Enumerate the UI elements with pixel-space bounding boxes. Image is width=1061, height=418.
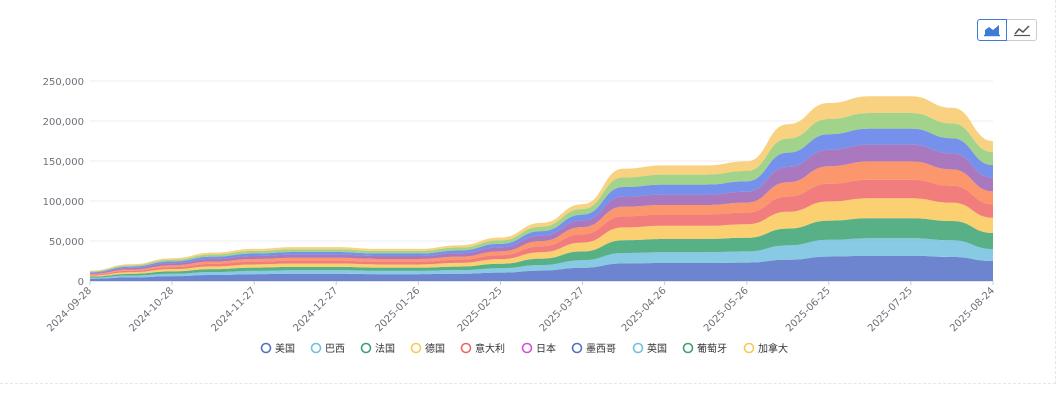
x-tick-label: 2025-06-25 — [784, 285, 833, 334]
legend-label: 法国 — [375, 342, 395, 355]
y-tick-label: 100,000 — [43, 197, 84, 208]
x-axis: 2024-09-28 2024-10-28 2024-11-27 2024-12-27… — [45, 281, 997, 334]
x-tick-label: 2025-04-26 — [620, 285, 669, 334]
x-tick-label: 2025-02-25 — [456, 285, 505, 334]
legend-label: 英国 — [647, 342, 667, 355]
area-chart-icon — [984, 25, 1000, 37]
area-series-band — [90, 198, 993, 277]
legend-item[interactable]: 日本 — [521, 342, 557, 355]
legend-item[interactable]: 加拿大 — [743, 342, 789, 355]
stacked-area-chart: 0 50,000 100,000 150,000 200,000 250,000 2024… — [43, 77, 997, 355]
area-series-band — [90, 161, 993, 275]
legend-marker — [310, 342, 322, 354]
legend-marker — [460, 342, 472, 354]
legend-marker — [360, 342, 372, 354]
x-tick-label: 2025-07-25 — [866, 285, 915, 334]
legend-label: 葡萄牙 — [697, 342, 727, 355]
x-tick-label: 2024-09-28 — [45, 285, 94, 334]
x-tick-label: 2025-01-26 — [374, 285, 423, 334]
area-series — [90, 96, 993, 281]
legend-marker — [743, 342, 755, 354]
legend-label: 巴西 — [325, 343, 345, 355]
legend-label: 加拿大 — [758, 342, 788, 355]
legend-marker — [682, 342, 694, 354]
x-tick-label: 2025-08-24 — [948, 285, 997, 334]
area-chart-toggle[interactable] — [977, 19, 1007, 41]
legend-label: 美国 — [275, 342, 295, 355]
chart-card: 0 50,000 100,000 150,000 200,000 250,000 2024… — [0, 0, 1056, 384]
legend: 美国 巴西 法国 德国 意大利 日本 墨西哥 英国 葡萄牙 加拿大 — [260, 342, 789, 355]
legend-label: 日本 — [536, 342, 556, 355]
legend-marker — [521, 342, 533, 354]
legend-item[interactable]: 墨西哥 — [571, 342, 617, 355]
legend-item[interactable]: 英国 — [632, 342, 668, 355]
y-tick-label: 200,000 — [43, 117, 84, 128]
y-axis: 0 50,000 100,000 150,000 200,000 250,000 — [43, 77, 84, 288]
y-tick-label: 50,000 — [49, 237, 84, 248]
line-chart-toggle[interactable] — [1007, 19, 1037, 41]
area-series-band — [90, 255, 993, 281]
legend-item[interactable]: 巴西 — [310, 342, 346, 355]
x-tick-label: 2025-03-27 — [538, 285, 587, 334]
area-series-band — [90, 218, 993, 278]
line-chart-icon — [1013, 25, 1030, 37]
x-tick-label: 2025-05-26 — [702, 285, 751, 334]
area-series-band — [90, 128, 993, 273]
legend-marker — [632, 342, 644, 354]
legend-label: 德国 — [425, 342, 445, 355]
legend-item[interactable]: 法国 — [360, 342, 396, 355]
x-tick-label: 2024-11-27 — [209, 285, 258, 334]
legend-item[interactable]: 德国 — [410, 342, 446, 355]
x-tick-label: 2024-10-28 — [127, 285, 176, 334]
area-series-band — [90, 179, 993, 276]
y-tick-label: 150,000 — [43, 157, 84, 168]
legend-marker — [410, 342, 422, 354]
legend-item[interactable]: 美国 — [260, 342, 296, 355]
x-tick-label: 2024-12-27 — [292, 285, 341, 334]
y-tick-label: 0 — [78, 277, 84, 288]
legend-item[interactable]: 葡萄牙 — [682, 342, 728, 355]
area-series-band — [90, 144, 993, 274]
legend-label: 墨西哥 — [586, 343, 616, 355]
legend-marker — [571, 342, 583, 354]
legend-marker — [260, 342, 272, 354]
chart-type-toolbar — [977, 19, 1037, 41]
legend-item[interactable]: 意大利 — [460, 342, 506, 355]
y-tick-label: 250,000 — [43, 77, 84, 88]
legend-label: 意大利 — [475, 342, 505, 355]
area-series-band — [90, 238, 993, 279]
